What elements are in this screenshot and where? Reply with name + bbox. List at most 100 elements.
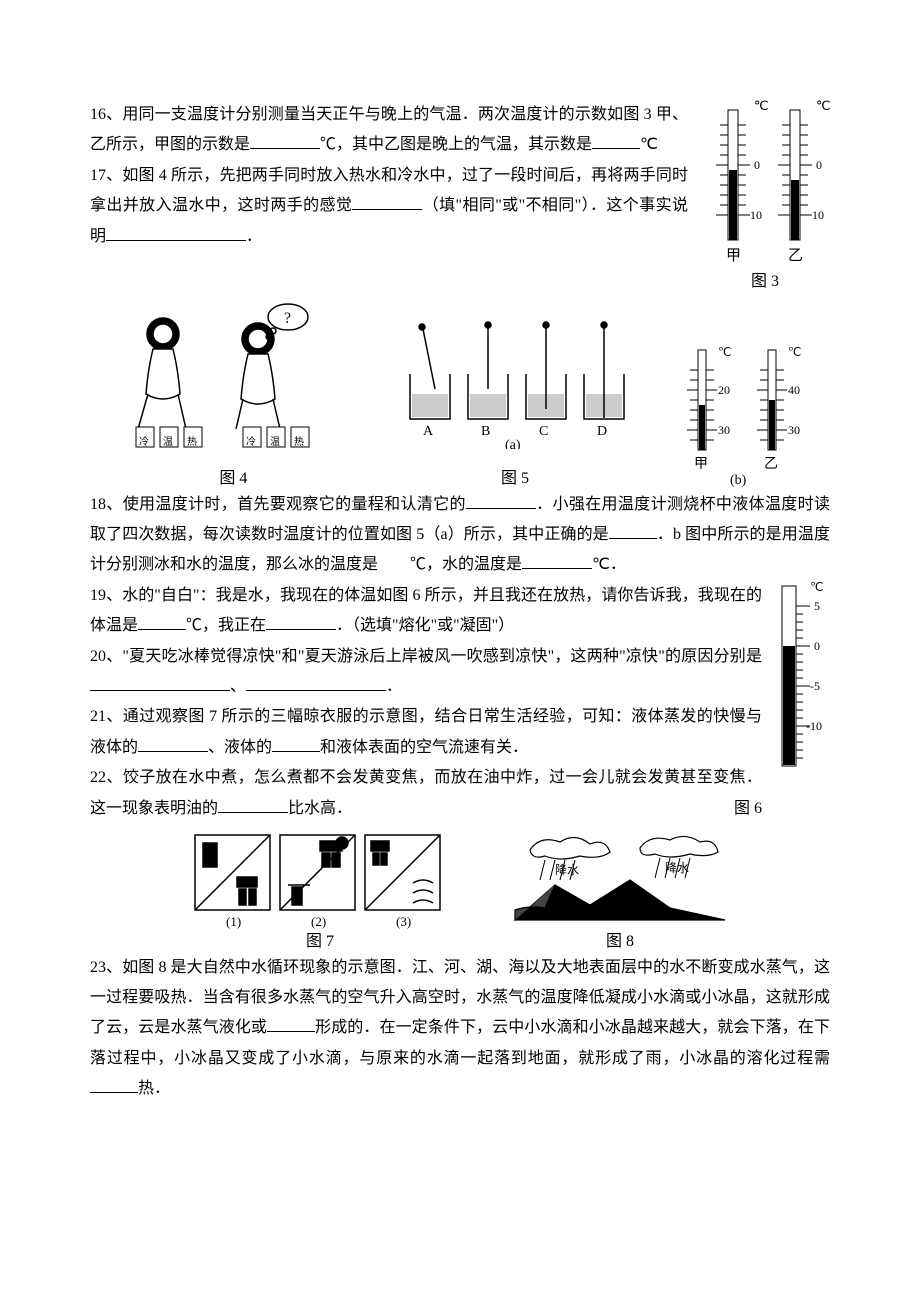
svg-text:温: 温: [163, 436, 173, 448]
fig3-wrap: ℃ 0 10 甲: [700, 100, 830, 293]
fig6-svg: ℃ 5 0 -5 -10: [770, 581, 830, 771]
q20-t3: ．: [386, 678, 402, 695]
q16-blank2: [592, 132, 640, 149]
svg-text:℃: ℃: [754, 100, 769, 113]
svg-text:(3): (3): [396, 914, 411, 929]
q18-blank3: [522, 552, 592, 569]
q21-blank2: [272, 735, 320, 752]
fig5-caption: 图 5: [501, 469, 529, 490]
q16-t3: ℃: [640, 136, 658, 153]
fig5a-wrap: A B C D (a) 图 5: [395, 319, 635, 490]
q20-num: 20、: [90, 648, 122, 665]
svg-text:A: A: [423, 424, 434, 439]
q21-num: 21、: [90, 708, 123, 725]
q18-t5: ℃．: [592, 556, 626, 573]
q19-blank2: [266, 613, 336, 630]
q22-num: 22、: [90, 769, 123, 786]
text-col-2: 19、水的"自白"：我是水，我现在的体温如图 6 所示，并且我还在放热，请你告诉…: [90, 581, 762, 824]
q18-num: 18、: [90, 496, 123, 513]
svg-text:温: 温: [270, 436, 280, 448]
svg-text:冷: 冷: [139, 435, 149, 448]
q19-blank1: [138, 613, 186, 630]
q23-t3: 热．: [138, 1080, 170, 1097]
q23-blank2: [90, 1076, 138, 1093]
svg-text:乙: 乙: [788, 248, 803, 264]
q20-blank2: [246, 674, 386, 691]
fig7-caption: 图 7: [306, 932, 334, 953]
svg-text:(1): (1): [226, 914, 241, 929]
fig5a-svg: A B C D (a): [395, 319, 635, 449]
q19: 19、水的"自白"：我是水，我现在的体温如图 6 所示，并且我还在放热，请你告诉…: [90, 581, 762, 642]
svg-text:(a): (a): [505, 438, 521, 449]
svg-text:-10: -10: [806, 719, 822, 733]
fig7-wrap: (1) (2) (3) 图 7: [190, 830, 450, 953]
svg-text:10: 10: [750, 208, 762, 222]
q23-num: 23、: [90, 959, 122, 976]
svg-text:30: 30: [788, 423, 800, 437]
svg-text:0: 0: [816, 158, 822, 172]
svg-text:?: ?: [284, 310, 291, 327]
q20-blank1: [90, 674, 230, 691]
svg-text:5: 5: [814, 599, 820, 613]
svg-text:乙: 乙: [764, 456, 778, 472]
fig6-caption: 图 6: [734, 794, 762, 824]
q18-t4: ℃，水的温度是: [410, 556, 522, 573]
svg-text:降水: 降水: [555, 863, 579, 877]
q21-blank1: [138, 735, 208, 752]
svg-text:甲: 甲: [694, 457, 708, 472]
q16-num: 16、: [90, 106, 122, 123]
q16-t2: ℃，其中乙图是晚上的气温，其示数是: [320, 136, 592, 153]
q22-t2: 比水高．: [288, 800, 352, 817]
q19-t3: ．（选填"熔化"或"凝固"）: [336, 617, 514, 634]
q19-num: 19、: [90, 587, 122, 604]
q23: 23、如图 8 是大自然中水循环现象的示意图．江、河、湖、海以及大地表面层中的水…: [90, 953, 830, 1105]
q18-blank1: [466, 492, 536, 509]
svg-text:降水: 降水: [665, 861, 689, 875]
fig7-svg: (1) (2) (3): [190, 830, 450, 930]
q19-t2: ℃，我正在: [186, 617, 266, 634]
fig8-svg: 降水 降水: [510, 830, 730, 930]
figs-row-4-5: ? 冷温热 冷温热 图 4: [90, 299, 830, 490]
svg-text:℃: ℃: [788, 345, 801, 359]
svg-text:(b): (b): [730, 473, 747, 488]
svg-text:C: C: [539, 424, 548, 439]
fig4-wrap: ? 冷温热 冷温热 图 4: [108, 299, 358, 490]
q21-t2: 、液体的: [208, 739, 272, 756]
q23-blank1: [267, 1015, 315, 1032]
figs-row-7-8: (1) (2) (3) 图 7: [90, 830, 830, 953]
q17-num: 17、: [90, 167, 122, 184]
svg-text:30: 30: [718, 423, 730, 437]
svg-text:D: D: [597, 424, 607, 439]
q18-blank2: [609, 522, 657, 539]
q16-blank1: [250, 132, 320, 149]
q18-t1: 使用温度计时，首先要观察它的量程和认清它的: [123, 496, 466, 513]
svg-text:甲: 甲: [726, 248, 741, 264]
svg-text:℃: ℃: [816, 100, 830, 113]
svg-text:B: B: [481, 424, 490, 439]
text-col: 16、用同一支温度计分别测量当天正午与晚上的气温．两次温度计的示数如图 3 甲、…: [90, 100, 688, 252]
fig6-wrap: ℃ 5 0 -5 -10: [770, 581, 830, 771]
fig8-wrap: 降水 降水 图 8: [510, 830, 730, 953]
svg-text:℃: ℃: [718, 345, 731, 359]
q18: 18、使用温度计时，首先要观察它的量程和认清它的．小强在用温度计测烧杯中液体温度…: [90, 490, 830, 581]
svg-text:20: 20: [718, 383, 730, 397]
fig3-svg: ℃ 0 10 甲: [700, 100, 830, 270]
q22-t1: 饺子放在水中煮，怎么煮都不会发黄变焦，而放在油中炸，过一会儿就会发黄甚至变焦．这…: [90, 769, 762, 816]
svg-text:热: 热: [187, 435, 197, 448]
block-q19-22: 19、水的"自白"：我是水，我现在的体温如图 6 所示，并且我还在放热，请你告诉…: [90, 581, 830, 824]
svg-text:40: 40: [788, 383, 800, 397]
svg-text:热: 热: [294, 435, 304, 448]
q20-t2: 、: [230, 678, 246, 695]
q16: 16、用同一支温度计分别测量当天正午与晚上的气温．两次温度计的示数如图 3 甲、…: [90, 100, 688, 161]
fig5b-svg: ℃ 20 30 甲 ℃ 40: [672, 340, 812, 490]
fig4-svg: ? 冷温热 冷温热: [108, 299, 358, 449]
svg-text:-5: -5: [810, 679, 820, 693]
q22-blank1: [218, 796, 288, 813]
q21-t3: 和液体表面的空气流速有关．: [320, 739, 528, 756]
q17-blank2: [106, 224, 246, 241]
q20-t1: "夏天吃冰棒觉得凉快"和"夏天游泳后上岸被风一吹感到凉快"，这两种"凉快"的原因…: [122, 648, 762, 665]
q21: 21、通过观察图 7 所示的三幅晾衣服的示意图，结合日常生活经验，可知：液体蒸发…: [90, 702, 762, 763]
svg-text:(2): (2): [311, 914, 326, 929]
fig3-caption: 图 3: [700, 272, 830, 293]
q17-t3: ．: [246, 228, 262, 245]
